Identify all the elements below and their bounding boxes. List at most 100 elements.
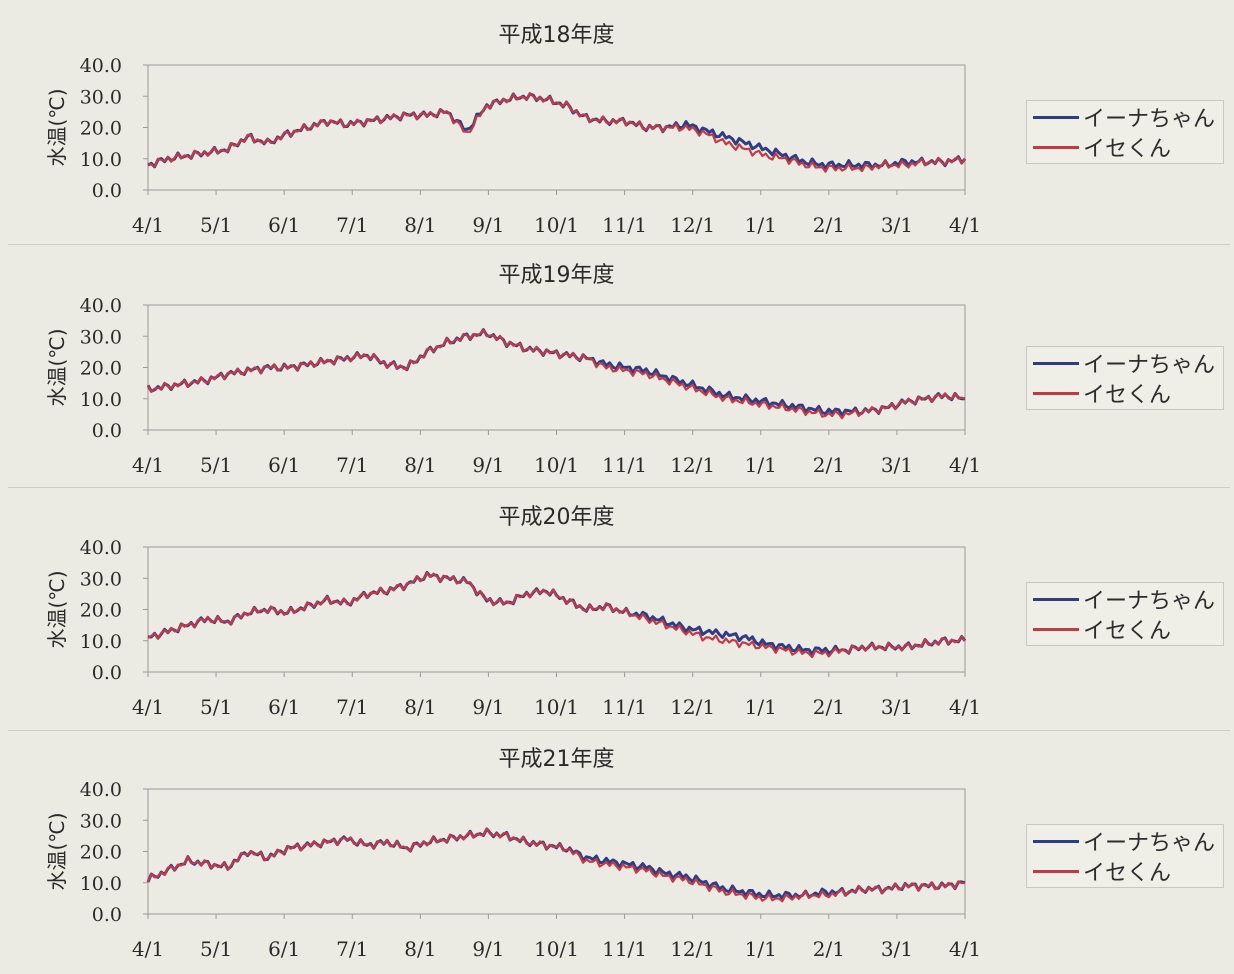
x-tick-label: 4/1 [949, 695, 981, 719]
x-tick-label: 4/1 [132, 695, 164, 719]
x-tick-label: 2/1 [813, 695, 845, 719]
x-tick-label: 9/1 [472, 937, 504, 961]
x-tick-label: 5/1 [200, 213, 232, 237]
chart-panel-2: 平成19年度 水温(℃) 40.0 30.0 20.0 10.0 0.0 4/1 5/1 6/1 7… [0, 250, 1234, 484]
legend-label: イーナちゃん [1083, 107, 1216, 132]
series-line-ise [147, 571, 966, 659]
chart-legend: イーナちゃん イセくん [1026, 346, 1224, 410]
y-tick-label: 20.0 [80, 358, 122, 380]
legend-label: イーナちゃん [1083, 353, 1216, 378]
y-tick-label: 20.0 [80, 842, 122, 864]
x-tick-label: 6/1 [268, 213, 300, 237]
x-tick-label: 3/1 [881, 695, 913, 719]
x-tick-label: 6/1 [268, 453, 300, 477]
y-tick-label: 40.0 [80, 537, 122, 559]
x-tick-label: 12/1 [670, 213, 715, 237]
y-tick-label: 0.0 [92, 180, 122, 202]
legend-swatch [1033, 839, 1079, 843]
legend-item: イーナちゃん [1033, 587, 1215, 614]
series-line-ina [147, 92, 967, 170]
legend-swatch [1033, 627, 1079, 631]
panel-divider [8, 730, 1230, 731]
x-tick-label: 6/1 [268, 937, 300, 961]
x-tick-label: 9/1 [472, 213, 504, 237]
legend-item: イーナちゃん [1033, 829, 1215, 856]
legend-swatch [1033, 391, 1079, 395]
x-tick-label: 4/1 [949, 453, 981, 477]
panel-divider [8, 244, 1230, 245]
x-tick-label: 9/1 [472, 453, 504, 477]
chart-panel-1: 平成18年度水温(℃) 40.0 30.0 20.0 10.0 0.0 4/1 5/1 6/1 7… [0, 10, 1234, 244]
series-line-ise [147, 328, 966, 420]
x-tick-label: 7/1 [336, 213, 368, 237]
legend-swatch [1033, 597, 1079, 601]
x-tick-label: 2/1 [813, 453, 845, 477]
legend-item: イセくん [1033, 381, 1171, 408]
legend-item: イセくん [1033, 135, 1171, 162]
y-tick-label: 0.0 [92, 420, 122, 442]
x-tick-label: 7/1 [336, 695, 368, 719]
x-tick-label: 8/1 [404, 453, 436, 477]
y-tick-label: 40.0 [80, 55, 122, 77]
chart-legend: イーナちゃんイセくん [1026, 582, 1224, 646]
x-tick-label: 3/1 [881, 213, 913, 237]
x-tick-label: 2/1 [813, 937, 845, 961]
series-line-ina [146, 827, 966, 900]
series-line-ina [146, 328, 965, 417]
series-line-ise [147, 91, 966, 173]
x-tick-label: 1/1 [745, 695, 777, 719]
x-tick-label: 9/1 [472, 695, 504, 719]
legend-item: イーナちゃん [1033, 105, 1215, 132]
x-tick-label: 4/1 [132, 213, 164, 237]
y-tick-label: 40.0 [80, 779, 122, 801]
x-tick-label: 11/1 [602, 937, 647, 961]
legend-item: イセくん [1033, 859, 1171, 886]
y-tick-label: 20.0 [80, 118, 122, 140]
y-axis-label: 水温(℃) [45, 88, 69, 166]
y-axis-label: 水温(℃) [45, 812, 69, 890]
x-tick-label: 12/1 [670, 453, 715, 477]
chart-title: 平成19年度 [499, 263, 615, 288]
x-tick-label: 11/1 [602, 453, 647, 477]
legend-label: イセくん [1083, 619, 1172, 644]
series-line-ina [147, 570, 967, 656]
x-tick-label: 10/1 [534, 695, 579, 719]
y-tick-label: 30.0 [80, 86, 122, 108]
x-tick-label: 5/1 [200, 695, 232, 719]
y-tick-label: 10.0 [80, 873, 122, 895]
x-tick-label: 5/1 [200, 937, 232, 961]
x-tick-label: 11/1 [602, 213, 647, 237]
y-tick-label: 10.0 [80, 149, 122, 171]
x-tick-label: 7/1 [336, 937, 368, 961]
y-tick-label: 20.0 [80, 600, 122, 622]
x-tick-label: 8/1 [404, 937, 436, 961]
y-tick-label: 30.0 [80, 810, 122, 832]
legend-label: イセくん [1083, 383, 1172, 408]
x-tick-label: 10/1 [534, 453, 579, 477]
legend-swatch [1033, 869, 1079, 873]
y-tick-label: 30.0 [80, 326, 122, 348]
y-axis-label: 水温(℃) [45, 328, 69, 406]
x-tick-label: 6/1 [268, 695, 300, 719]
x-tick-label: 8/1 [404, 695, 436, 719]
chart-title: 平成20年度 [499, 505, 615, 530]
x-tick-label: 5/1 [200, 453, 232, 477]
x-tick-label: 1/1 [745, 213, 777, 237]
plot-area [147, 788, 966, 915]
y-tick-label: 30.0 [80, 568, 122, 590]
chart-title: 平成21年度 [499, 747, 615, 772]
series-line-ise [146, 827, 966, 903]
panel-divider [8, 487, 1230, 488]
x-tick-label: 10/1 [534, 937, 579, 961]
y-tick-label: 10.0 [80, 631, 122, 653]
chart-legend: イーナちゃんイセくん [1026, 100, 1224, 164]
x-tick-label: 3/1 [881, 453, 913, 477]
x-tick-label: 4/1 [949, 213, 981, 237]
legend-swatch [1033, 145, 1079, 149]
chart-title: 平成18年度 [499, 23, 615, 48]
